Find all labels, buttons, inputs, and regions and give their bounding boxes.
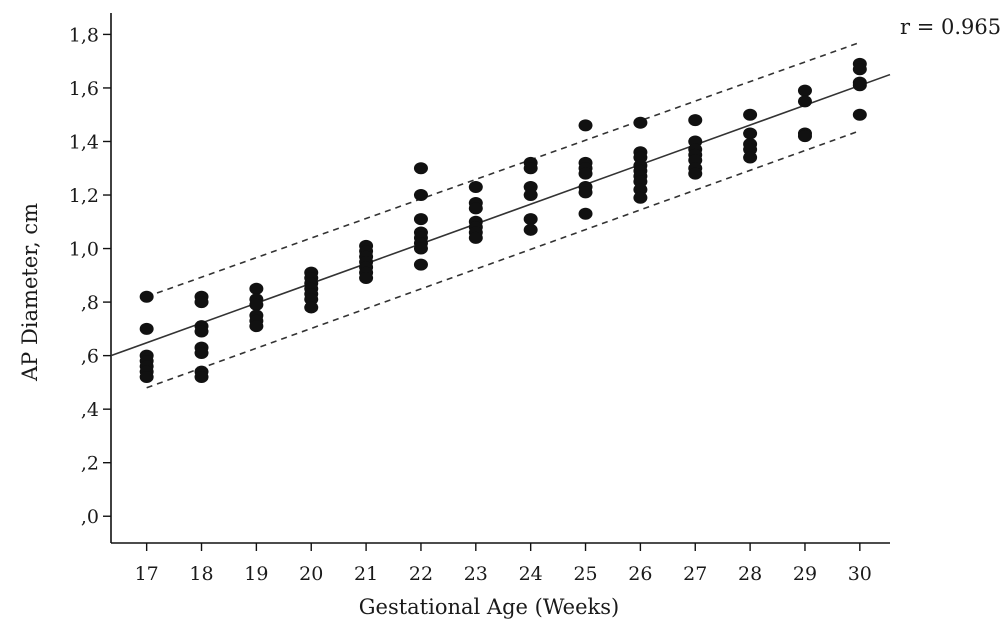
data-point — [139, 371, 154, 384]
data-point — [743, 108, 758, 121]
y-tick-label: 1,2 — [69, 185, 99, 207]
regression-line — [110, 73, 891, 357]
data-point — [413, 189, 428, 202]
plot-area: ,0 ,2 ,4 ,6 ,8 1,0 1,2 1,4 1,6 1,8 17 18 19 20 21 22 23 2… — [69, 13, 891, 585]
x-tick-label: 21 — [354, 563, 378, 585]
data-point — [413, 258, 428, 271]
data-point — [743, 151, 758, 164]
y-tick-label: ,2 — [81, 453, 99, 475]
data-point — [523, 189, 538, 202]
x-tick-label: 18 — [189, 563, 213, 585]
data-point — [797, 84, 812, 97]
data-point — [523, 162, 538, 175]
data-point — [194, 296, 209, 309]
y-tick-label: 1,0 — [69, 239, 99, 261]
y-tick-label: ,0 — [81, 506, 99, 528]
y-tick-label: ,6 — [81, 346, 99, 368]
x-tick-label: 23 — [464, 563, 488, 585]
y-tick-label: 1,8 — [69, 24, 99, 46]
data-point — [249, 282, 264, 295]
upper-confidence-line — [146, 41, 861, 298]
x-tick-label: 29 — [793, 563, 817, 585]
x-axis-title: Gestational Age (Weeks) — [359, 595, 620, 619]
x-tick-label: 26 — [628, 563, 652, 585]
x-tick-label: 22 — [409, 563, 433, 585]
x-tick-label: 30 — [848, 563, 872, 585]
data-point — [688, 114, 703, 127]
data-point — [852, 108, 867, 121]
data-point — [468, 180, 483, 193]
y-axis-title: AP Diameter, cm — [18, 203, 42, 382]
data-point — [194, 325, 209, 338]
lower-confidence-line — [146, 130, 861, 389]
y-tick-label: 1,4 — [69, 131, 99, 153]
data-point — [359, 272, 374, 284]
y-tick-label: ,8 — [81, 292, 99, 314]
data-point — [578, 167, 593, 180]
data-point — [468, 231, 483, 244]
data-point — [852, 79, 867, 92]
data-point — [413, 242, 428, 255]
data-point — [633, 116, 648, 129]
x-tick-label: 28 — [738, 563, 762, 585]
data-point — [578, 186, 593, 199]
data-point — [139, 290, 154, 303]
data-point — [852, 63, 867, 76]
data-point — [578, 119, 593, 132]
data-point — [413, 213, 428, 226]
x-tick-label: 19 — [244, 563, 268, 585]
data-point — [139, 322, 154, 335]
data-point — [194, 346, 209, 359]
y-tick-label: 1,6 — [69, 78, 99, 100]
data-point — [688, 167, 703, 180]
data-point — [249, 320, 264, 333]
x-tick-label: 17 — [135, 563, 159, 585]
data-point — [633, 191, 648, 204]
x-tick-label: 27 — [683, 563, 707, 585]
data-point — [743, 127, 758, 140]
x-tick-label: 20 — [299, 563, 323, 585]
data-point — [797, 130, 812, 143]
data-point — [523, 223, 538, 236]
data-point — [249, 298, 264, 311]
x-tick-label: 24 — [519, 563, 543, 585]
data-point — [304, 301, 319, 314]
y-tick-label: ,4 — [81, 399, 99, 421]
data-point — [194, 371, 209, 384]
correlation-annotation: r = 0.965 — [900, 15, 1000, 39]
data-point — [578, 207, 593, 220]
data-point — [797, 95, 812, 108]
data-point — [523, 213, 538, 226]
x-tick-label: 25 — [573, 563, 597, 585]
data-point — [468, 202, 483, 215]
data-point — [413, 162, 428, 175]
